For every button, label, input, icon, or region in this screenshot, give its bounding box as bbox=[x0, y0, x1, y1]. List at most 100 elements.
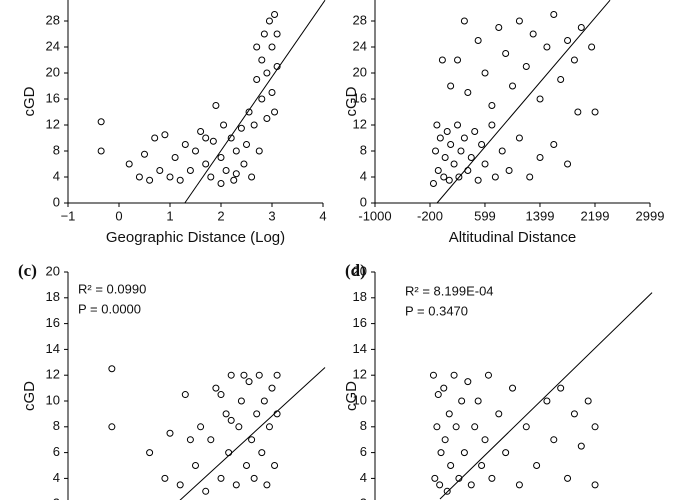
point bbox=[474, 176, 482, 184]
point bbox=[550, 436, 558, 444]
y-tick-label: 4 bbox=[360, 168, 367, 183]
point bbox=[248, 436, 256, 444]
point bbox=[557, 76, 565, 83]
y-tick-label: 8 bbox=[360, 142, 367, 157]
point bbox=[141, 150, 148, 158]
point bbox=[591, 481, 599, 489]
point bbox=[97, 118, 105, 126]
point bbox=[222, 410, 230, 418]
point bbox=[217, 391, 225, 399]
point bbox=[432, 147, 440, 155]
point bbox=[268, 89, 276, 96]
x-tick-label: 1 bbox=[166, 208, 173, 223]
point bbox=[434, 391, 442, 399]
point bbox=[253, 76, 261, 83]
point bbox=[108, 365, 116, 373]
point bbox=[467, 154, 475, 161]
point bbox=[227, 134, 235, 142]
point bbox=[245, 378, 253, 386]
point bbox=[212, 102, 220, 109]
point bbox=[437, 449, 445, 457]
point bbox=[237, 124, 245, 132]
point bbox=[536, 154, 544, 161]
point bbox=[273, 371, 281, 379]
point bbox=[429, 371, 437, 379]
y-axis-title: cGD bbox=[21, 86, 38, 116]
point bbox=[212, 384, 220, 392]
y-tick-label: 4 bbox=[53, 168, 60, 183]
point bbox=[478, 462, 486, 469]
y-tick-label: 16 bbox=[353, 315, 367, 330]
point bbox=[526, 173, 534, 181]
point bbox=[570, 56, 578, 64]
point bbox=[431, 474, 439, 482]
point bbox=[450, 371, 458, 379]
y-tick-label: 28 bbox=[46, 12, 60, 27]
y-tick-label: 16 bbox=[46, 315, 60, 330]
point bbox=[146, 449, 154, 457]
point bbox=[263, 69, 271, 77]
point bbox=[258, 449, 266, 457]
point bbox=[245, 108, 253, 116]
point bbox=[217, 180, 225, 187]
point bbox=[429, 180, 437, 187]
y-tick-label: 6 bbox=[53, 444, 60, 459]
point bbox=[186, 167, 194, 174]
fit-line bbox=[439, 292, 653, 500]
y-tick-label: 18 bbox=[46, 289, 60, 304]
y-tick-label: 16 bbox=[46, 90, 60, 105]
y-tick-label: 6 bbox=[360, 444, 367, 459]
annotation: R² = 8.199E-04 bbox=[405, 283, 494, 298]
point bbox=[255, 371, 263, 379]
point bbox=[464, 378, 472, 386]
point bbox=[529, 30, 537, 38]
fit-line bbox=[436, 0, 611, 204]
point bbox=[457, 147, 465, 155]
point bbox=[181, 141, 189, 148]
point bbox=[533, 462, 541, 469]
point bbox=[577, 442, 585, 450]
point bbox=[495, 24, 503, 31]
y-tick-label: 12 bbox=[46, 116, 60, 131]
point bbox=[207, 173, 215, 181]
point bbox=[166, 429, 174, 437]
point bbox=[181, 391, 189, 399]
y-tick-label: 4 bbox=[360, 470, 367, 485]
point bbox=[502, 50, 510, 57]
y-tick-label: 20 bbox=[46, 64, 60, 79]
point bbox=[227, 416, 235, 424]
point bbox=[146, 176, 154, 184]
point bbox=[488, 474, 496, 482]
point bbox=[564, 160, 572, 168]
point bbox=[443, 128, 451, 135]
point bbox=[522, 63, 530, 70]
y-tick-label: 28 bbox=[353, 12, 367, 27]
y-tick-label: 10 bbox=[353, 392, 367, 407]
point bbox=[273, 30, 281, 38]
y-tick-label: 2 bbox=[360, 496, 367, 500]
point bbox=[464, 167, 472, 174]
point bbox=[471, 128, 479, 135]
point bbox=[260, 397, 268, 405]
point bbox=[564, 37, 572, 44]
point bbox=[220, 121, 228, 129]
point bbox=[495, 410, 503, 418]
point bbox=[436, 134, 444, 142]
point bbox=[450, 160, 458, 168]
point bbox=[498, 147, 506, 155]
point bbox=[460, 17, 468, 25]
y-tick-label: 18 bbox=[353, 289, 367, 304]
x-tick-label: 1399 bbox=[526, 208, 555, 223]
point bbox=[135, 173, 143, 181]
point bbox=[509, 82, 517, 90]
point bbox=[222, 167, 230, 174]
point bbox=[570, 410, 578, 418]
point bbox=[197, 128, 205, 135]
point bbox=[166, 173, 174, 181]
x-tick-label: -1000 bbox=[358, 208, 391, 223]
point bbox=[441, 154, 449, 161]
point bbox=[250, 121, 258, 129]
y-axis-title: cGD bbox=[21, 381, 38, 411]
point bbox=[460, 449, 468, 457]
y-tick-label: 14 bbox=[46, 341, 60, 356]
